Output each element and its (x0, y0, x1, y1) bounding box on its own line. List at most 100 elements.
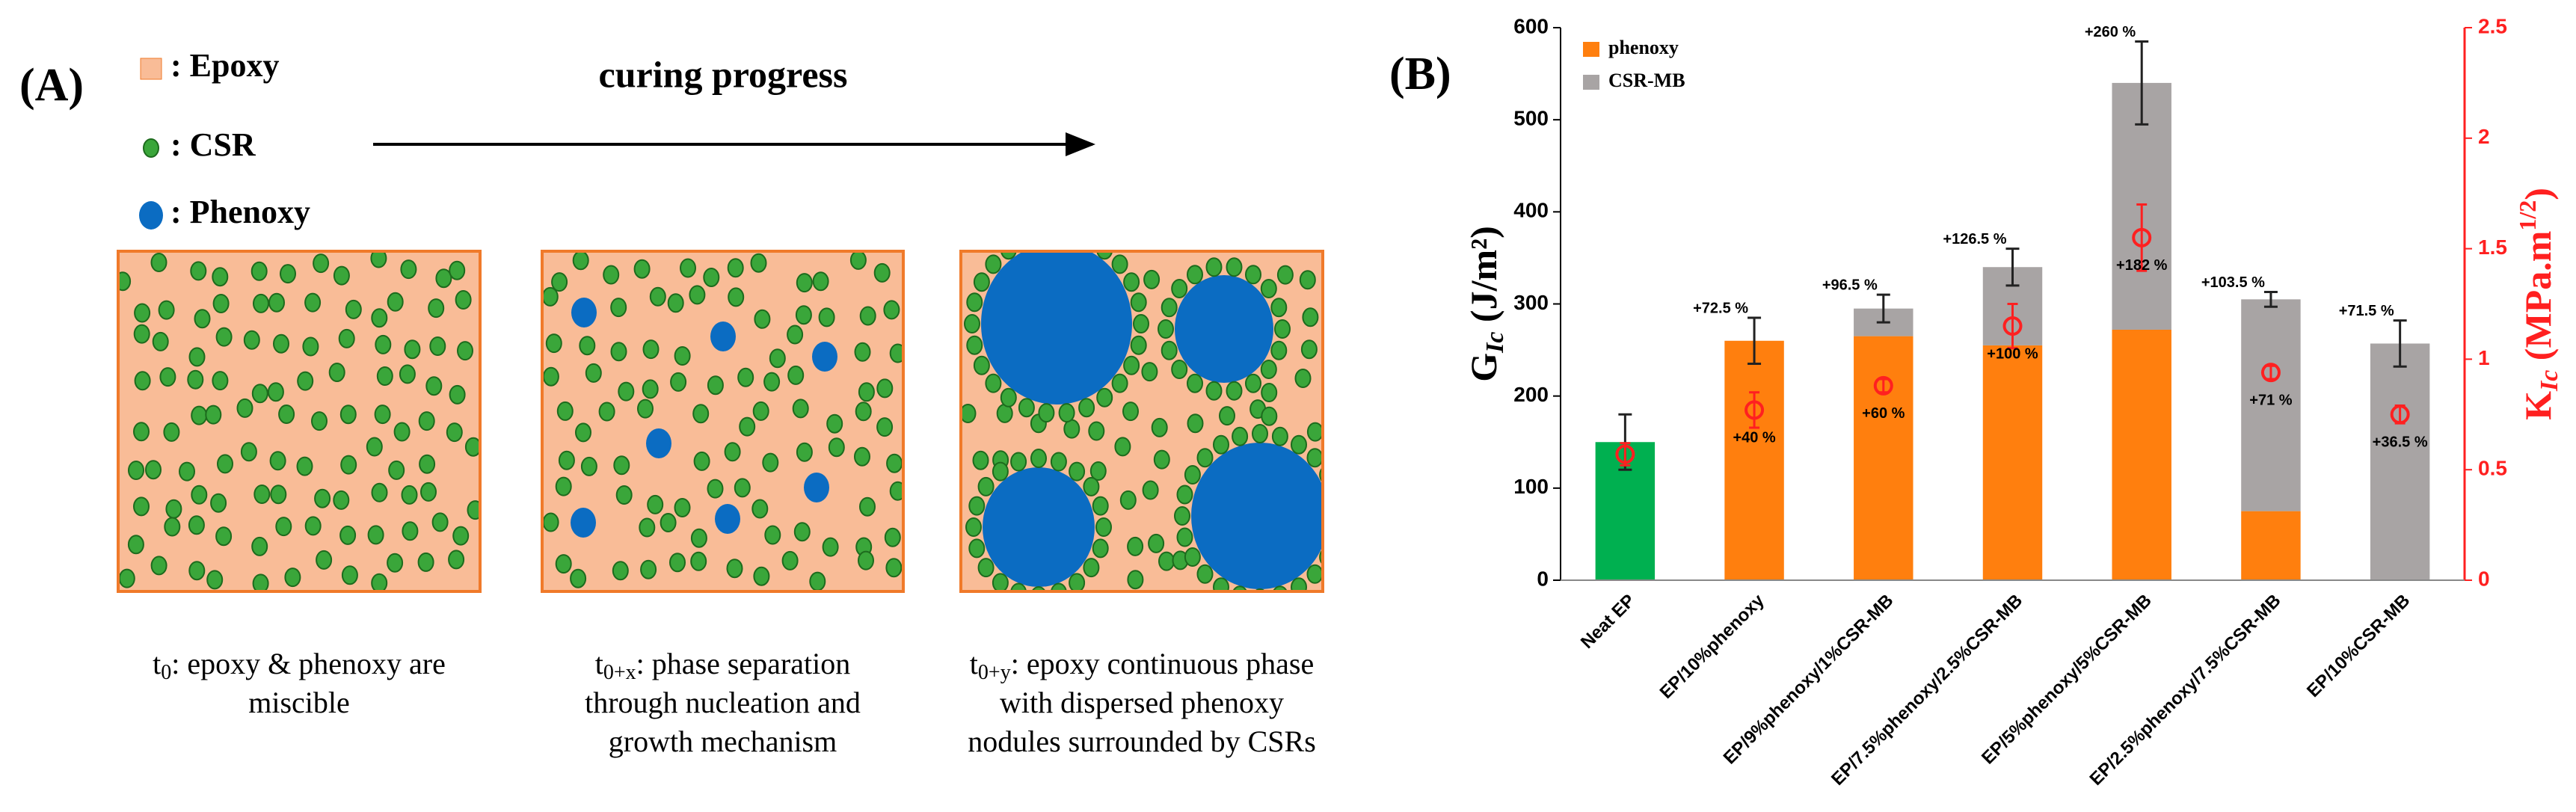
panel-label: (A) (19, 60, 84, 111)
csr-particle (1196, 448, 1214, 468)
csr-particle (370, 251, 387, 268)
csr-particle (206, 570, 224, 590)
csr-particle (1328, 486, 1343, 504)
csr-particle (128, 461, 144, 480)
csr-particle (703, 268, 720, 287)
csr-particle (751, 499, 769, 519)
csr-particle (1148, 533, 1165, 553)
csr-particle (670, 372, 687, 392)
csr-particle (992, 461, 1009, 482)
csr-particle (431, 512, 449, 532)
csr-particle (1123, 355, 1140, 375)
phenoxy-domain (1175, 275, 1273, 383)
csr-particle (690, 551, 707, 571)
csr-particle (236, 398, 253, 418)
csr-particle (739, 416, 756, 437)
caption-line: miscible (248, 686, 350, 719)
csr-particle (1069, 573, 1086, 591)
csr-particle (1187, 413, 1204, 434)
g-increase-label: +103.5 % (2201, 274, 2265, 291)
phenoxy-domain (981, 251, 1132, 405)
csr-particle (642, 339, 660, 360)
csr-particle (1270, 340, 1288, 360)
y-axis-title-symbol: G (1463, 353, 1504, 382)
csr-particle (1000, 251, 1017, 260)
csr-particle (690, 528, 707, 548)
caption-line: t0+x: phase separation (595, 647, 850, 684)
k-increase-label: +36.5 % (2373, 434, 2428, 451)
csr-particle (275, 517, 292, 537)
k-point (2002, 316, 2023, 336)
k-point (1615, 444, 1635, 464)
csr-particle (763, 372, 781, 392)
csr-particle (858, 382, 875, 402)
g-increase-label: +96.5 % (1822, 277, 1878, 293)
epoxy-matrix (542, 251, 903, 591)
csr-particle (551, 272, 568, 292)
csr-particle (965, 517, 982, 537)
csr-particle (977, 558, 995, 578)
csr-particle (302, 336, 319, 357)
y2-tick-label: 2.5 (2478, 14, 2507, 37)
csr-particle (883, 300, 900, 320)
csr-particle (404, 339, 421, 360)
csr-particle (884, 527, 901, 547)
csr-particle (304, 292, 322, 313)
csr-particle (556, 401, 574, 421)
y2-axis-title: KIc (MPa.m1/2) (2514, 188, 2563, 420)
csr-particle (726, 559, 743, 579)
csr-particle (1232, 585, 1248, 591)
csr-particle (158, 300, 175, 320)
csr-particle (1095, 517, 1112, 537)
state-box-border (541, 250, 905, 593)
g-increase-label: +126.5 % (1943, 231, 2006, 247)
csr-particle (855, 402, 872, 422)
csr-particle (1196, 564, 1214, 584)
csr-particle (750, 253, 767, 273)
y2-tick-label: 0 (2478, 567, 2490, 590)
csr-particle (1306, 564, 1323, 584)
csr-particle (375, 334, 392, 354)
caption-symbol: t (970, 647, 978, 680)
legend-marker-epoxy (140, 58, 162, 80)
csr-particle (393, 422, 411, 442)
caption-text: : epoxy continuous phase (1011, 647, 1315, 680)
csr-particle (165, 499, 182, 519)
csr-particle (449, 384, 466, 405)
csr-particle (603, 265, 620, 285)
csr-particle (252, 573, 269, 591)
csr-particle (251, 536, 268, 556)
y-tick-label: 200 (1513, 383, 1549, 406)
legend-marker-phenoxy (139, 201, 163, 230)
csr-particle (1205, 257, 1223, 277)
phenoxy-domain (571, 508, 596, 538)
csr-particle (1226, 257, 1243, 277)
y-axis-title-unit: (J/m²) (1463, 226, 1504, 331)
csr-particle (809, 571, 826, 591)
csr-particle (133, 324, 150, 344)
csr-particle (792, 399, 809, 419)
csr-particle (1161, 340, 1178, 360)
phenoxy-domain (983, 467, 1095, 587)
csr-particle (1089, 461, 1107, 481)
csr-particle (1291, 434, 1307, 455)
csr-particle (992, 573, 1009, 591)
csr-particle (1096, 251, 1113, 260)
csr-particle (179, 461, 195, 482)
csr-particle (1276, 265, 1294, 285)
csr-particle (575, 422, 591, 443)
k-increase-label: +182 % (2116, 257, 2168, 274)
csr-particle (1039, 226, 1054, 244)
csr-particle (428, 298, 445, 319)
csr-particle (420, 482, 437, 502)
csr-particle (727, 258, 744, 278)
k-point (1873, 375, 1893, 396)
phenoxy-domain (710, 322, 736, 351)
csr-particle (660, 513, 677, 532)
csr-particle (1187, 265, 1203, 285)
csr-particle (637, 399, 654, 419)
csr-particle (240, 442, 257, 462)
csr-particle (150, 253, 167, 272)
csr-particle (1272, 585, 1288, 591)
csr-particle (1187, 373, 1203, 393)
